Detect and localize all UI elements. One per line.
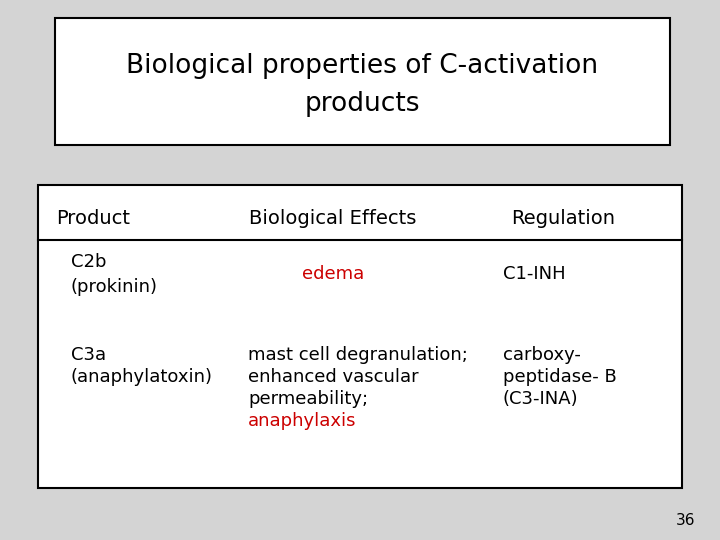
Text: (anaphylatoxin): (anaphylatoxin) [71,368,213,386]
Text: permeability;: permeability; [248,390,368,408]
Text: enhanced vascular: enhanced vascular [248,368,418,386]
FancyBboxPatch shape [38,185,682,488]
Text: products: products [305,91,420,117]
Text: Regulation: Regulation [511,208,615,227]
Text: carboxy-: carboxy- [503,346,581,364]
Text: C1-INH: C1-INH [503,265,566,283]
Text: Biological Effects: Biological Effects [249,208,417,227]
Text: (C3-INA): (C3-INA) [503,390,579,408]
Text: edema: edema [302,265,364,283]
Text: 36: 36 [675,513,695,528]
Text: C2b: C2b [71,253,107,271]
Text: Product: Product [56,208,130,227]
Text: peptidase- B: peptidase- B [503,368,617,386]
Text: C3a: C3a [71,346,106,364]
Text: Biological properties of C-activation: Biological properties of C-activation [127,53,598,79]
Text: anaphylaxis: anaphylaxis [248,412,356,430]
FancyBboxPatch shape [55,18,670,145]
Text: (prokinin): (prokinin) [71,278,158,296]
Text: mast cell degranulation;: mast cell degranulation; [248,346,468,364]
